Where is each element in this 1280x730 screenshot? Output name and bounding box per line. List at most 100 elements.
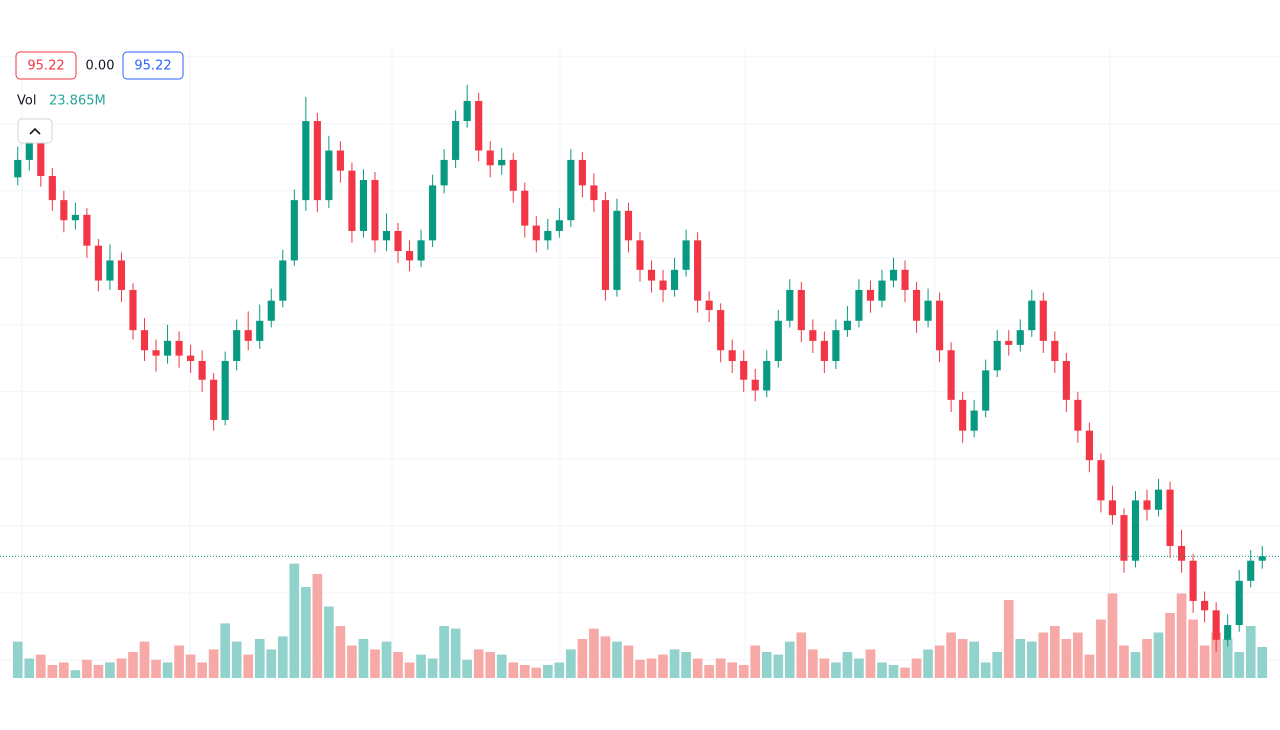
volume-bar	[277, 636, 288, 678]
volume-bar	[439, 626, 449, 678]
candle-body	[959, 399, 967, 431]
volume-bar	[819, 658, 830, 678]
candle-body	[797, 289, 805, 331]
candle-body	[452, 121, 460, 160]
volume-bar	[1038, 632, 1049, 678]
candle-body	[555, 220, 563, 231]
candle-body	[855, 289, 863, 321]
candle-body	[1247, 560, 1255, 581]
volume-bar	[1165, 613, 1175, 678]
candle-body	[1178, 545, 1186, 561]
candle-body	[1154, 489, 1163, 510]
candle-body	[878, 280, 886, 301]
volume-bar	[911, 658, 922, 678]
candle-body	[1062, 360, 1070, 400]
volume-bar	[577, 639, 588, 678]
volume-bar	[105, 662, 115, 678]
candle-body	[210, 379, 218, 420]
volume-bar	[1015, 639, 1026, 678]
volume-bar	[1084, 654, 1095, 678]
volume-bar	[1073, 632, 1083, 678]
candle-body	[394, 230, 402, 252]
candle-body	[140, 330, 149, 351]
volume-bar	[1153, 632, 1164, 678]
volume-bar	[715, 658, 726, 678]
volume-bar	[796, 632, 807, 678]
candle-body	[1166, 489, 1174, 546]
volume-bar	[35, 654, 46, 678]
volume-bar	[324, 606, 334, 678]
volume-bar	[554, 662, 565, 678]
candle-body	[947, 350, 955, 400]
candle-body	[359, 180, 368, 231]
volume-bar	[842, 652, 853, 678]
volume-bar	[416, 654, 426, 678]
volume-bar	[208, 649, 219, 678]
volume-bar	[82, 659, 92, 678]
volume-bar	[934, 645, 945, 678]
volume-bar	[946, 632, 956, 678]
volume-bar	[1245, 626, 1256, 678]
volume-bar	[1049, 626, 1060, 678]
candle-body	[924, 300, 932, 321]
candle-body	[728, 350, 736, 361]
volume-bar	[185, 654, 196, 678]
collapse-button[interactable]	[17, 118, 53, 144]
candle-body	[117, 260, 126, 290]
volume-bar	[289, 563, 300, 678]
candle-body	[498, 159, 506, 166]
volume-bar	[496, 654, 507, 678]
candle-body	[613, 210, 621, 290]
volume-bar	[681, 652, 691, 678]
volume-bar	[1234, 652, 1245, 678]
volume-bar	[658, 654, 668, 678]
candle-body	[1143, 500, 1151, 510]
volume-bar	[957, 639, 968, 678]
candle-body	[348, 170, 356, 231]
candle-body	[336, 150, 344, 171]
volume-bar	[312, 574, 323, 678]
candle-body	[313, 121, 321, 201]
volume-bar	[358, 639, 369, 678]
volume-bar	[243, 654, 254, 678]
volume-bar	[704, 665, 714, 678]
candle-body	[152, 350, 160, 356]
candle-body	[37, 139, 45, 176]
volume-bar	[197, 662, 207, 678]
candle-body	[163, 340, 172, 356]
candle-body	[659, 280, 667, 290]
volume-bar	[47, 665, 58, 678]
volume-bar	[750, 645, 761, 678]
volume-bar	[1257, 646, 1268, 678]
volume-bar	[335, 626, 346, 678]
candle-body	[647, 269, 656, 281]
candle-body	[682, 240, 690, 270]
volume-bar	[508, 662, 519, 678]
volume-bar	[450, 628, 461, 678]
candle-body	[71, 214, 79, 221]
volume-bar	[612, 641, 622, 678]
candle-body	[624, 210, 633, 241]
volume-bar	[1107, 593, 1118, 678]
volume-bar	[139, 641, 150, 678]
candle-body	[106, 260, 114, 281]
legend: 95.22 0.00 95.22 Vol 23.865M	[15, 51, 184, 144]
volume-bar	[347, 645, 357, 678]
candle-body	[48, 176, 56, 201]
volume-bar	[59, 662, 69, 678]
volume-bar	[12, 641, 23, 678]
volume-bar	[162, 662, 173, 678]
candle-body	[1016, 330, 1024, 345]
candle-body	[843, 320, 851, 331]
candle-body	[325, 150, 333, 201]
candle-body	[1131, 500, 1140, 561]
candle-body	[1235, 580, 1243, 626]
candle-body	[1074, 399, 1082, 431]
volume-bar	[808, 649, 818, 678]
candle-body	[982, 370, 990, 411]
candle-body	[820, 340, 828, 361]
candle-body	[509, 159, 517, 191]
volume-label: Vol	[17, 94, 36, 109]
candle-body	[475, 100, 483, 151]
